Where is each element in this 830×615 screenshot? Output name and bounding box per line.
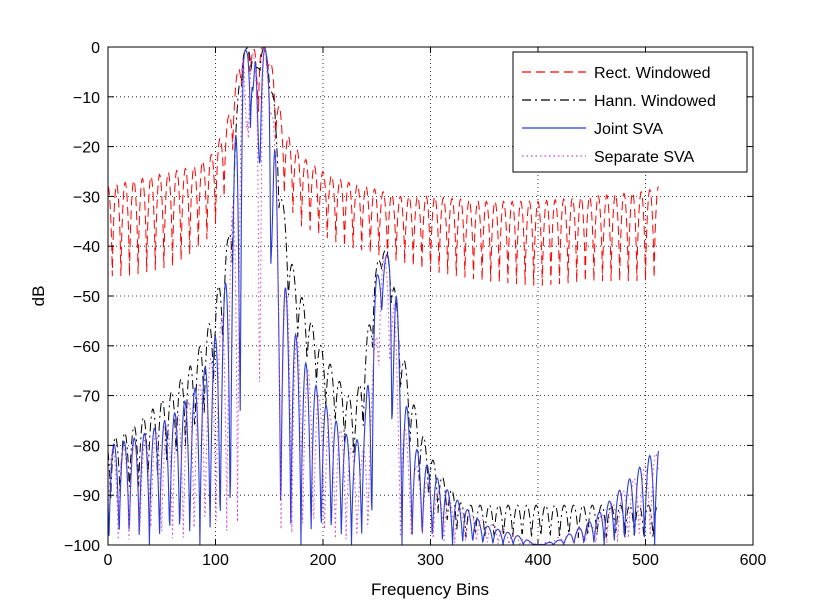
y-tick-label: −50 [73, 289, 100, 306]
legend-label: Joint SVA [594, 121, 663, 138]
ticks: 0 100 200 300 400 500 600 0 −10 −20 −30 −40 −50 −60 −7… [64, 40, 766, 569]
y-tick-label: −20 [73, 140, 100, 157]
series-line-joint-sva [108, 47, 659, 545]
y-tick-label: −60 [73, 339, 100, 356]
x-tick-label: 0 [104, 552, 113, 569]
y-tick-label: −70 [73, 389, 100, 406]
x-tick-label: 300 [417, 552, 444, 569]
x-tick-label: 100 [202, 552, 229, 569]
y-tick-label: −90 [73, 488, 100, 505]
series-line-rect-windowed [108, 47, 659, 286]
x-tick-label: 400 [525, 552, 552, 569]
y-tick-label: −10 [73, 90, 100, 107]
x-tick-label: 200 [310, 552, 337, 569]
x-tick-label: 600 [740, 552, 767, 569]
y-tick-label: 0 [91, 40, 100, 57]
y-tick-label: −80 [73, 438, 100, 455]
series-layer [108, 47, 659, 545]
y-tick-label: −30 [73, 189, 100, 206]
x-axis-label: Frequency Bins [371, 580, 489, 599]
y-tick-label: −40 [73, 239, 100, 256]
legend-label: Rect. Windowed [594, 65, 711, 82]
legend: Rect. Windowed Hann. Windowed Joint SVA Sep… [512, 51, 748, 173]
y-axis-label: dB [29, 286, 48, 307]
x-tick-label: 500 [632, 552, 659, 569]
legend-label: Hann. Windowed [594, 93, 716, 110]
y-tick-label: −100 [64, 538, 100, 555]
grid [108, 47, 753, 545]
legend-label: Separate SVA [594, 149, 695, 166]
series-line-hann-windowed [108, 47, 659, 538]
